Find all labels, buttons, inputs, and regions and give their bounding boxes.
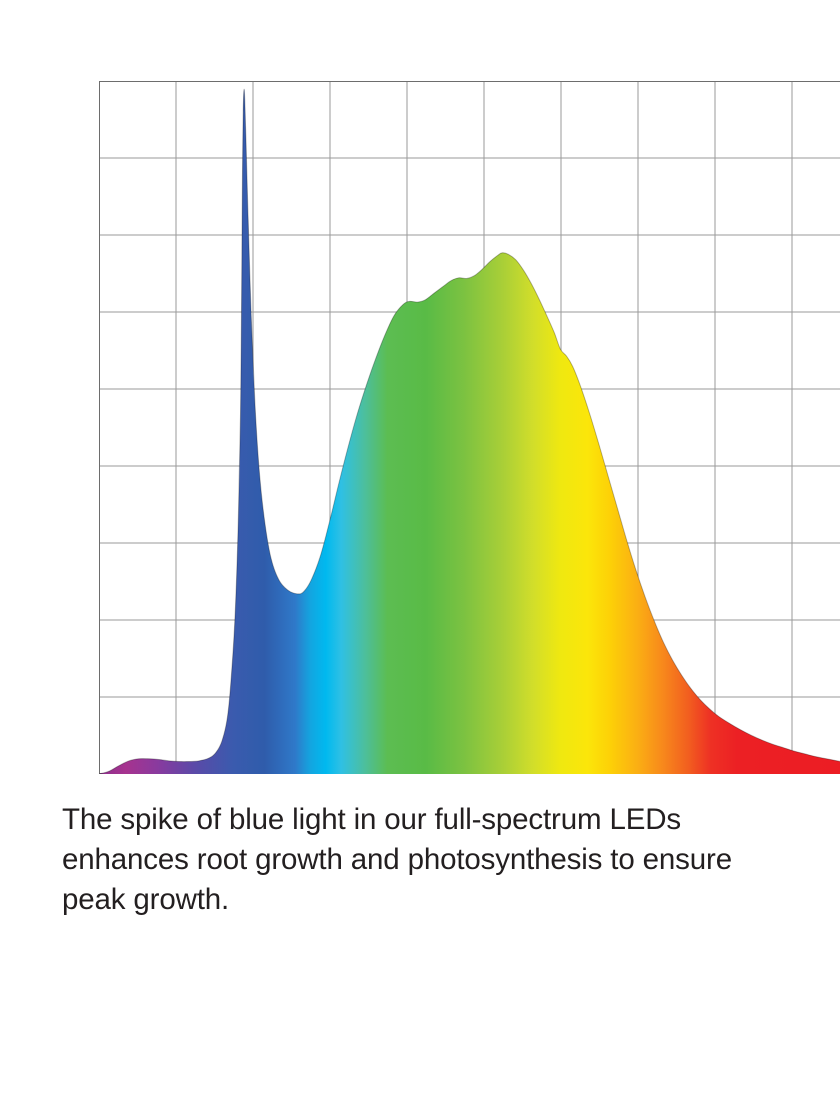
caption-block: The spike of blue light in our full-spec… xyxy=(62,800,802,920)
spectrum-chart xyxy=(99,81,840,774)
caption-text: The spike of blue light in our full-spec… xyxy=(62,803,732,916)
spectrum-area-curve xyxy=(99,89,840,774)
spectrum-chart-svg xyxy=(99,81,840,774)
spectrum-outline xyxy=(99,88,840,774)
